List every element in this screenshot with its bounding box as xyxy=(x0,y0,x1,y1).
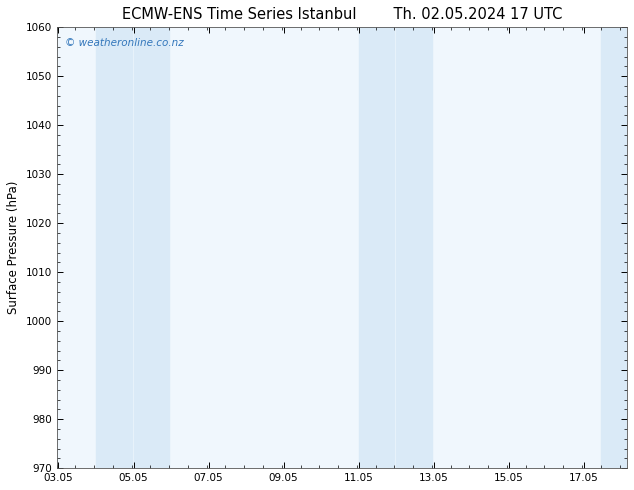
Text: © weatheronline.co.nz: © weatheronline.co.nz xyxy=(65,38,184,49)
Bar xyxy=(396,27,432,468)
Bar xyxy=(601,27,627,468)
Title: ECMW-ENS Time Series Istanbul        Th. 02.05.2024 17 UTC: ECMW-ENS Time Series Istanbul Th. 02.05.… xyxy=(122,7,562,22)
Bar xyxy=(134,27,169,468)
Bar xyxy=(96,27,132,468)
Bar xyxy=(359,27,394,468)
Y-axis label: Surface Pressure (hPa): Surface Pressure (hPa) xyxy=(7,181,20,315)
